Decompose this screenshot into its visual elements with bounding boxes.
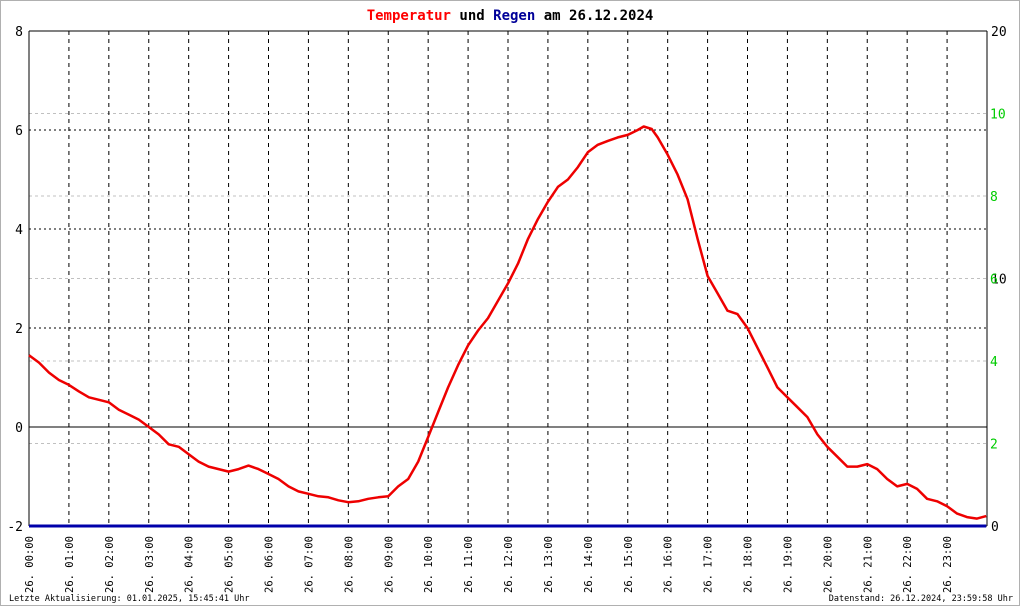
x-tick-label: 26. 21:00	[862, 536, 874, 593]
temperature-line	[28, 125, 987, 520]
x-tick-label: 26. 19:00	[782, 536, 794, 593]
y-left-tick-label: 8	[15, 25, 23, 40]
y-left-tick-label: 2	[15, 322, 23, 337]
y-right-tick-label: 10	[991, 273, 1007, 288]
x-tick-label: 26. 14:00	[583, 536, 595, 593]
x-tick-label: 26. 13:00	[543, 536, 555, 593]
x-tick-label: 26. 08:00	[343, 536, 355, 593]
y-right-green-tick-label: 8	[990, 190, 998, 205]
footer-left: Letzte Aktualisierung: 01.01.2025, 15:45…	[9, 594, 250, 604]
title-temperatur: Temperatur	[367, 8, 451, 24]
x-tick-label: 26. 11:00	[463, 536, 475, 593]
x-tick-label: 26. 17:00	[703, 536, 715, 593]
x-tick-label: 26. 10:00	[423, 536, 435, 593]
grid	[29, 30, 987, 526]
x-tick-label: 26. 23:00	[942, 536, 954, 593]
y-right-tick-label: 0	[991, 520, 999, 535]
x-tick-label: 26. 06:00	[264, 536, 276, 593]
title-und: und	[451, 8, 493, 24]
y-right-green-tick-label: 2	[990, 438, 998, 453]
y-right-green-tick-label: 6	[990, 273, 998, 288]
x-tick-label: 26. 16:00	[663, 536, 675, 593]
x-tick-label: 26. 04:00	[184, 536, 196, 593]
x-tick-label: 26. 12:00	[503, 536, 515, 593]
x-tick-label: 26. 01:00	[64, 536, 76, 593]
y-left-tick-label: 0	[15, 421, 23, 436]
x-tick-label: 26. 20:00	[822, 536, 834, 593]
y-right-green-tick-label: 10	[990, 108, 1006, 123]
series	[28, 125, 987, 528]
x-tick-label: 26. 05:00	[224, 536, 236, 593]
title-regen: Regen	[493, 8, 535, 24]
x-tick-label: 26. 22:00	[902, 536, 914, 593]
x-tick-label: 26. 09:00	[383, 536, 395, 593]
x-tick-label: 26. 03:00	[144, 536, 156, 593]
y-right-green-tick-label: 4	[990, 355, 998, 370]
chart-title: Temperatur und Regen am 26.12.2024	[367, 8, 654, 24]
y-right-tick-label: 20	[991, 25, 1007, 40]
x-tick-label: 26. 00:00	[24, 536, 36, 593]
footer-right: Datenstand: 26.12.2024, 23:59:58 Uhr	[829, 594, 1013, 604]
x-tick-label: 26. 15:00	[623, 536, 635, 593]
y-left-tick-label: -2	[7, 520, 23, 535]
title-date: am 26.12.2024	[535, 8, 653, 24]
y-left-tick-label: 4	[15, 223, 23, 238]
y-left-tick-label: 6	[15, 124, 23, 139]
x-tick-label: 26. 18:00	[743, 536, 755, 593]
x-tick-label: 26. 02:00	[104, 536, 116, 593]
x-tick-label: 26. 07:00	[303, 536, 315, 593]
tick-labels: -2 0 2 4 6 8 0 10 20 2 4 6 8 10 26. 00:00 26. 01:00 26. …	[7, 25, 1006, 593]
